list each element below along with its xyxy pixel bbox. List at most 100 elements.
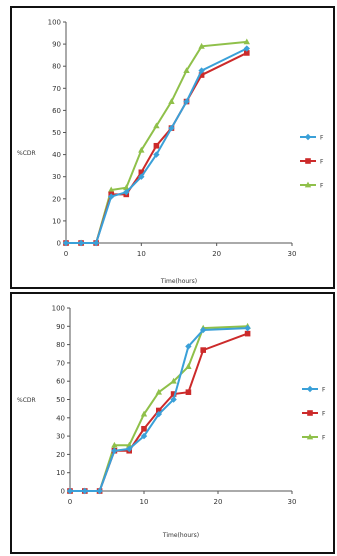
x-tick-label: 0 (68, 498, 72, 506)
line-chart-2: 0 10 20 30 40 50 60 70 80 90 100 0 10 20 30 %CDR Time(ho… (17, 305, 326, 540)
y-axis-label: %CDR (17, 150, 36, 157)
data-point (200, 326, 207, 334)
data-point (111, 441, 118, 448)
data-point (198, 42, 205, 49)
series-2 (63, 50, 250, 246)
legend-label: F (322, 435, 326, 442)
x-tick-label: 20 (212, 250, 221, 258)
data-point (170, 396, 177, 403)
data-point (126, 441, 133, 448)
y-tick-label: 60 (52, 107, 61, 115)
data-point (183, 98, 190, 105)
data-point (123, 188, 130, 196)
y-tick-label: 30 (52, 173, 61, 181)
x-tick-label: 0 (64, 250, 68, 258)
y-tick-label: 40 (52, 151, 61, 159)
x-tick-label: 10 (140, 498, 149, 506)
data-point (108, 186, 115, 193)
legend-label: F (322, 411, 326, 418)
legend-marker (305, 158, 311, 164)
x-tick-label: 30 (288, 250, 297, 258)
legend-entry-3: F (300, 181, 324, 190)
data-point (123, 184, 130, 191)
data-point (244, 50, 250, 56)
y-tick-label: 80 (52, 63, 61, 71)
data-point (198, 72, 205, 78)
legend-label: F (320, 159, 324, 166)
x-tick-label: 10 (137, 250, 146, 258)
data-point (66, 487, 74, 495)
data-point (138, 173, 145, 180)
legend-marker (306, 433, 314, 440)
data-point (170, 377, 177, 384)
data-point (62, 239, 70, 247)
y-tick-label: 90 (52, 41, 61, 49)
data-point (92, 239, 100, 247)
y-tick-label: 100 (48, 19, 61, 27)
data-point (183, 67, 190, 74)
data-point (168, 124, 175, 132)
legend-label: F (320, 135, 324, 142)
y-tick-label: 70 (56, 359, 65, 367)
legend-entry-1: F (300, 133, 324, 142)
data-point (156, 407, 162, 414)
y-tick-label: 100 (52, 305, 65, 313)
data-point (108, 193, 115, 200)
x-tick-label: 20 (214, 498, 223, 506)
data-point (138, 169, 145, 176)
y-tick-label: 80 (56, 341, 65, 349)
chart-panel-1: 0 10 20 30 40 50 60 70 80 90 100 0 10 20 30 %CDR Time(ho… (10, 6, 335, 289)
data-point (153, 122, 160, 129)
data-point (168, 98, 175, 104)
data-point (81, 487, 88, 495)
y-tick-label: 70 (52, 85, 61, 93)
x-axis-label: Time(hours) (162, 532, 199, 539)
y-axis-label: %CDR (17, 397, 36, 404)
legend-entry-3: F (302, 433, 326, 442)
data-point (244, 324, 251, 332)
data-point (96, 487, 103, 495)
y-tick-label: 30 (56, 433, 65, 441)
y-tick-label: 90 (56, 323, 65, 331)
series-line (66, 40, 247, 244)
y-tick-label: 50 (56, 396, 65, 404)
y-tick-label: 50 (52, 129, 61, 137)
data-point (200, 347, 206, 353)
series-1 (62, 45, 250, 247)
data-point (140, 410, 148, 417)
data-point (155, 410, 162, 418)
legend-marker (306, 385, 314, 393)
legend-entry-1: F (302, 385, 326, 394)
legend-entry-2: F (300, 158, 324, 166)
data-point (170, 391, 177, 397)
series-1 (66, 324, 251, 495)
data-point (185, 343, 192, 350)
y-tick-label: 10 (56, 469, 65, 477)
chart-panel-2: 0 10 20 30 40 50 60 70 80 90 100 0 10 20 30 %CDR Time(ho… (10, 292, 335, 554)
data-point (243, 38, 250, 45)
x-axis-label: Time(hours) (160, 278, 197, 285)
data-point (155, 388, 162, 395)
y-tick-label: 60 (56, 378, 65, 386)
data-point (111, 447, 118, 454)
data-point (243, 45, 250, 52)
legend-marker (307, 410, 313, 416)
legend-marker (304, 133, 312, 141)
y-tick-label: 0 (61, 488, 65, 496)
legend-marker (304, 181, 312, 188)
line-chart-1: 0 10 20 30 40 50 60 70 80 90 100 0 10 20 30 %CDR Time(ho… (17, 19, 324, 286)
data-point (141, 425, 147, 432)
x-tick-label: 30 (288, 498, 297, 506)
data-point (140, 432, 148, 440)
data-point (185, 389, 192, 395)
data-point (153, 142, 160, 149)
data-point (185, 363, 192, 369)
legend-entry-2: F (302, 410, 326, 418)
legend-label: F (320, 183, 324, 190)
y-tick-label: 20 (52, 195, 61, 203)
data-point (77, 239, 85, 247)
series-3 (62, 38, 250, 246)
y-tick-label: 20 (56, 451, 65, 459)
data-point (138, 146, 145, 153)
y-tick-label: 0 (57, 240, 61, 248)
